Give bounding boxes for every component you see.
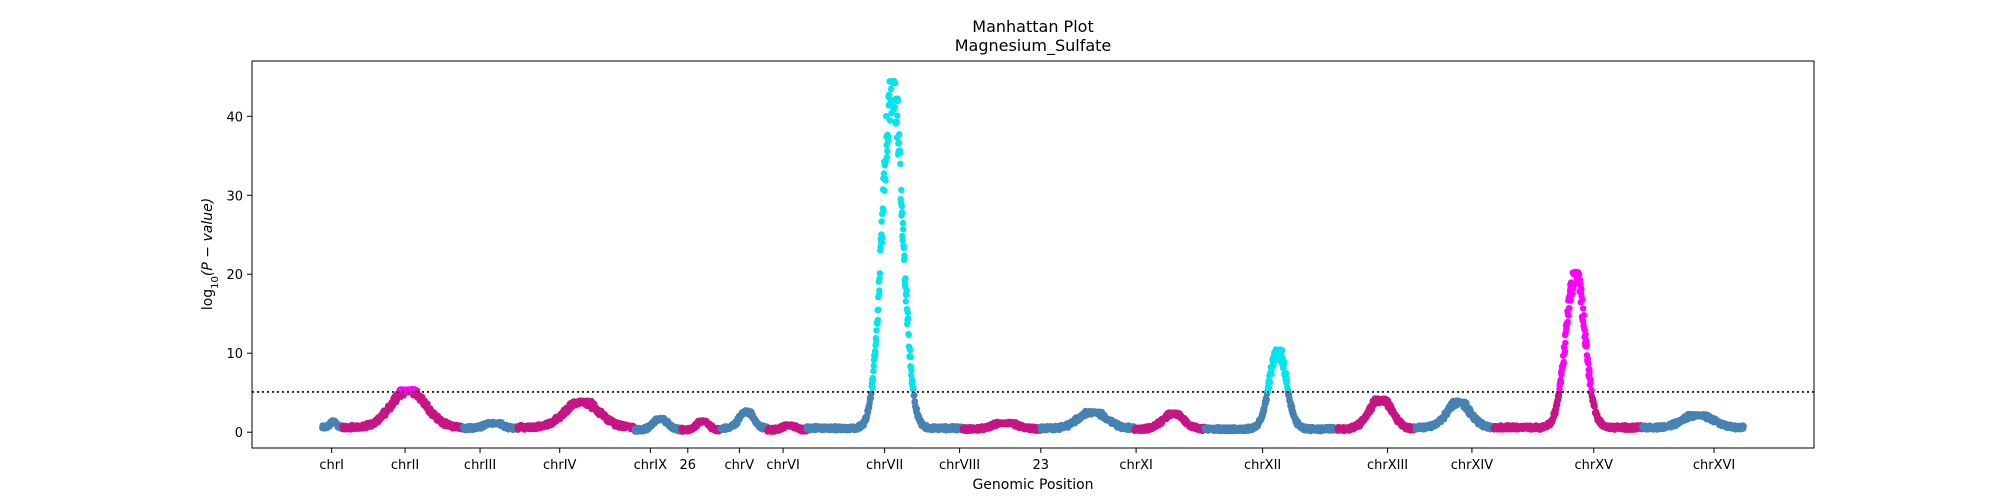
data-point [876,270,884,277]
data-point [1265,384,1273,392]
data-point [1583,343,1590,350]
data-point [908,367,915,374]
data-point [1569,291,1576,298]
data-point [873,327,880,334]
data-point [1579,297,1586,304]
data-point [899,219,907,227]
data-point [1566,305,1573,312]
data-point [1263,396,1271,404]
data-point [901,252,908,259]
data-point [1280,358,1288,365]
data-point [905,331,912,338]
data-points [319,77,1747,435]
data-point [891,103,898,111]
data-point [1587,378,1594,386]
data-point [895,139,903,147]
data-point [911,392,918,399]
data-point [898,209,906,216]
data-point [870,362,877,370]
chart-subtitle: Magnesium_Sulfate [955,36,1112,56]
data-point [884,147,891,155]
data-point [879,234,886,241]
data-point [882,177,889,184]
data-point [907,353,914,361]
data-point [902,275,909,282]
data-point [1564,318,1571,326]
data-point [1580,312,1588,319]
data-point [894,97,901,105]
data-point [883,153,891,161]
data-point [875,306,882,313]
data-point [1562,339,1569,347]
data-point [1586,369,1593,377]
data-point [900,244,907,251]
data-point [869,376,877,383]
data-point [887,85,895,93]
data-point [873,337,880,344]
data-point [906,346,914,354]
data-point [1565,312,1572,319]
data-point [1575,270,1583,278]
data-point [897,160,904,167]
data-point [1579,305,1587,312]
data-point [896,131,903,138]
data-point [903,287,910,294]
data-point [1585,360,1592,367]
data-point [1578,285,1585,292]
data-point [1283,378,1291,385]
data-point [1567,297,1575,304]
data-point [898,203,905,210]
chart-title: Manhattan Plot [972,17,1093,36]
data-point [902,298,909,305]
data-point [1266,379,1274,386]
data-point [900,226,907,233]
data-point [1279,347,1286,354]
data-point [904,309,911,316]
data-point [1561,348,1569,355]
data-point [898,186,905,194]
data-point [892,79,899,87]
data-point [1557,379,1565,386]
data-point [1560,358,1567,366]
data-point [910,385,917,392]
data-point [881,187,888,194]
data-point [885,137,892,145]
data-point [876,287,883,294]
data-point [904,315,912,322]
data-point [894,112,901,119]
data-point [893,118,900,126]
data-point [880,208,887,215]
data-point [878,218,885,225]
data-point [896,149,904,156]
data-point [869,384,876,392]
data-point [1268,370,1275,378]
data-point [872,350,879,357]
data-point [874,316,882,324]
